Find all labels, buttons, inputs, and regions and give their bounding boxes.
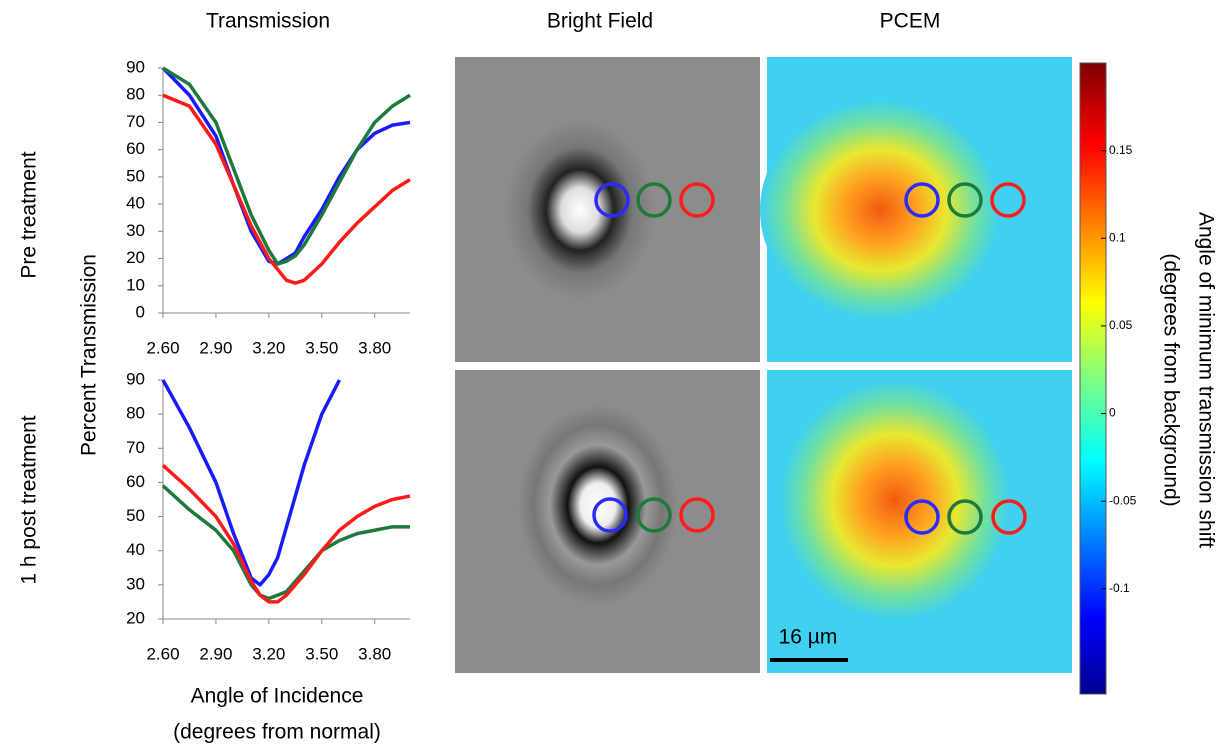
pcem-post	[767, 370, 1072, 673]
y-tick-label: 90	[126, 57, 145, 76]
line-series	[162, 93, 411, 285]
colorbar-tick-label: -0.1	[1109, 581, 1130, 595]
y-tick-label: 80	[126, 404, 145, 423]
colorbar-label: (degrees from background)	[1159, 253, 1182, 506]
bright-field-pre	[455, 57, 760, 362]
y-tick-label: 90	[126, 369, 145, 388]
y-tick-label: 10	[126, 275, 145, 294]
y-tick-label: 40	[126, 540, 145, 559]
y-axis-label: Percent Transmission	[78, 254, 101, 456]
header: PCEM	[880, 10, 941, 33]
colorbar-tick-label: 0.15	[1109, 143, 1133, 157]
colorbar-label: Angle of minimum transmission shift	[1194, 212, 1217, 548]
y-tick-label: 20	[126, 608, 145, 627]
x-axis-label: Angle of Incidence	[191, 685, 364, 708]
row-label: Pre treatment	[18, 151, 41, 278]
y-tick-label: 50	[126, 166, 145, 185]
bright-field-post	[455, 370, 760, 673]
x-axis-label: (degrees from normal)	[173, 721, 381, 744]
y-tick-label: 70	[126, 438, 145, 457]
colorbar-tick-label: -0.05	[1109, 493, 1137, 507]
row-label: 1 h post treatment	[18, 415, 41, 584]
y-tick-label: 50	[126, 506, 145, 525]
colorbar-tick-label: 0	[1109, 406, 1116, 420]
y-tick-label: 0	[136, 302, 145, 321]
x-tick-label: 2.60	[146, 644, 179, 663]
line-series	[161, 464, 411, 604]
x-tick-label: 3.20	[252, 338, 285, 357]
y-tick-label: 70	[126, 112, 145, 131]
x-tick-label: 3.80	[358, 338, 391, 357]
y-tick-label: 30	[126, 221, 145, 240]
x-tick-label: 3.20	[252, 644, 285, 663]
x-tick-label: 3.50	[305, 338, 338, 357]
y-tick-label: 60	[126, 472, 145, 491]
x-tick-label: 3.50	[305, 644, 338, 663]
scale-bar-label: 16 µm	[779, 626, 838, 649]
pcem-pre	[760, 57, 1072, 362]
x-tick-label: 2.60	[146, 338, 179, 357]
colorbar-tick-label: 0.1	[1109, 230, 1126, 244]
header: Transmission	[206, 10, 330, 33]
y-tick-label: 20	[126, 248, 145, 267]
line-series	[162, 66, 411, 266]
line-series	[161, 379, 341, 587]
y-tick-label: 40	[126, 194, 145, 213]
colorbar-tick-label: 0.05	[1109, 318, 1133, 332]
colorbar	[1079, 62, 1107, 695]
x-tick-label: 2.90	[199, 338, 232, 357]
header: Bright Field	[547, 10, 653, 33]
x-tick-label: 3.80	[358, 644, 391, 663]
y-tick-label: 30	[126, 574, 145, 593]
line-series	[161, 484, 410, 601]
x-tick-label: 2.90	[199, 644, 232, 663]
y-tick-label: 80	[126, 85, 145, 104]
y-tick-label: 60	[126, 139, 145, 158]
